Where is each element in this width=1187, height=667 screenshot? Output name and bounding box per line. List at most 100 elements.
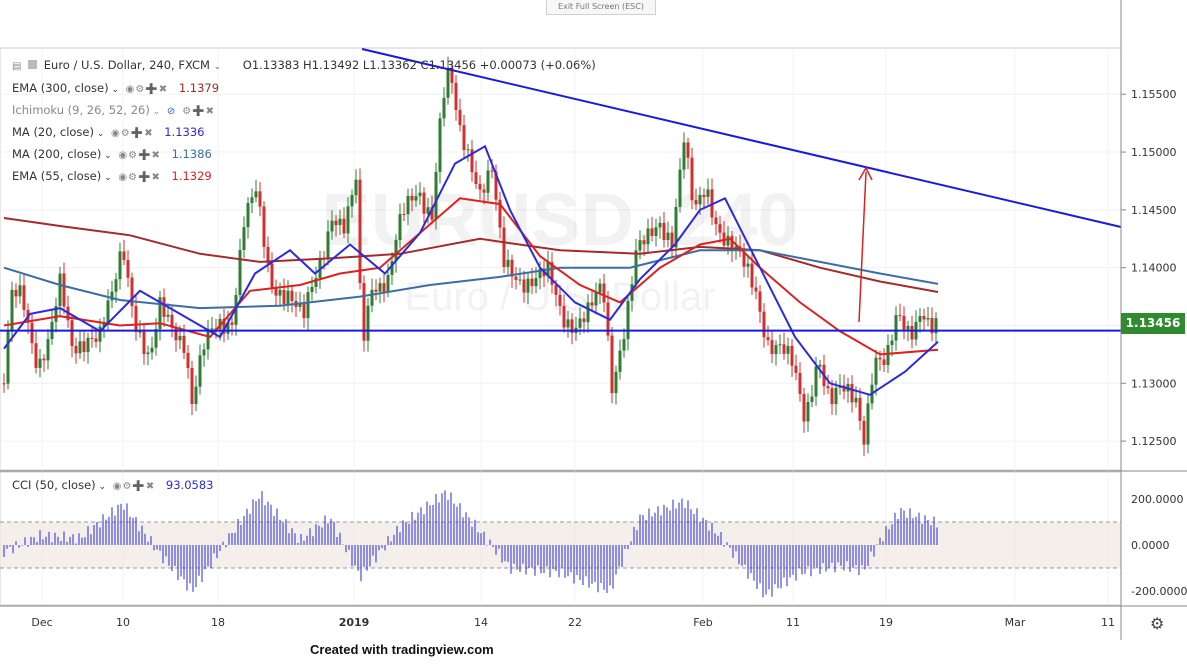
candle-body	[210, 328, 214, 330]
candle-body	[586, 302, 590, 323]
candle-body	[554, 284, 558, 295]
hidden-indicator-icon[interactable]: ⊘	[166, 106, 177, 117]
candle-body	[778, 344, 782, 346]
arrow-head-icon	[858, 166, 873, 181]
chevron-down-icon[interactable]: ⌄	[213, 62, 222, 72]
exit-fullscreen-button[interactable]: Exit Full Screen (ESC)	[546, 0, 656, 15]
candle-body	[782, 344, 786, 354]
candle-body	[806, 402, 810, 422]
candle-body	[186, 352, 190, 368]
candle-body	[562, 305, 566, 328]
candle-body	[658, 222, 662, 228]
candle-body	[270, 263, 274, 288]
chevron-down-icon[interactable]: ⌄	[101, 173, 112, 183]
indicator-label: CCI (50, close)	[12, 478, 96, 492]
candle-body	[438, 118, 442, 172]
candle-body	[862, 420, 866, 445]
candle-body	[486, 170, 490, 193]
candle-body	[366, 305, 370, 341]
candle-body	[826, 386, 830, 389]
candle-body	[814, 366, 818, 397]
candle-body	[38, 358, 42, 368]
candle-body	[102, 323, 106, 327]
candle-body	[202, 349, 206, 356]
candle-body	[114, 279, 118, 292]
candle-body	[106, 300, 110, 324]
indicator-controls-icon[interactable]: ◉⚙➕✖	[125, 84, 169, 95]
candle-body	[222, 318, 226, 334]
price-pane	[0, 47, 1122, 471]
chevron-down-icon[interactable]: ⌄	[93, 129, 105, 139]
candle-body	[410, 195, 414, 201]
candle-body	[790, 345, 794, 366]
candle-body	[246, 203, 250, 228]
collapse-icon[interactable]: ▤	[12, 61, 22, 72]
candle-body	[602, 283, 606, 303]
time-tick-label: 11	[786, 616, 800, 629]
candle-body	[310, 287, 314, 293]
indicator-controls-icon[interactable]: ◉⚙➕✖	[111, 128, 154, 139]
candle-body	[274, 287, 278, 296]
chevron-down-icon[interactable]: ⌄	[149, 107, 161, 117]
indicator-controls-icon[interactable]: ◉⚙➕✖	[118, 172, 161, 183]
indicator-legend-ma20[interactable]: MA (20, close) ⌄ ◉⚙➕✖ 1.1336	[12, 125, 204, 139]
indicator-lines	[3, 144, 939, 396]
candle-body	[522, 279, 526, 293]
indicator-label: EMA (300, close)	[12, 81, 109, 95]
candle-body	[762, 311, 766, 338]
candle-body	[302, 303, 306, 319]
indicator-legend-ichimoku[interactable]: Ichimoku (9, 26, 52, 26) ⌄ ⊘ ⚙➕✖	[12, 103, 218, 117]
indicator-label: EMA (55, close)	[12, 169, 102, 183]
candle-body	[94, 338, 98, 342]
chevron-down-icon[interactable]: ⌄	[108, 85, 119, 95]
candle-body	[178, 335, 182, 341]
candle-body	[354, 179, 358, 196]
candle-body	[466, 149, 470, 151]
time-tick-label: Dec	[31, 616, 52, 629]
candle-body	[330, 220, 334, 232]
cci-legend[interactable]: CCI (50, close) ⌄ ◉⚙➕✖ 93.0583	[12, 478, 213, 492]
indicator-controls-icon[interactable]: ⚙➕✖	[182, 106, 216, 117]
candle-body	[286, 290, 290, 304]
candle-body	[346, 206, 350, 234]
candle-body	[362, 283, 366, 341]
candle-body	[918, 316, 922, 322]
candle-body	[34, 343, 38, 368]
candle-body	[482, 189, 486, 193]
footer: Created with tradingview.com	[0, 640, 1187, 667]
candle-body	[494, 171, 498, 200]
indicator-controls-icon[interactable]: ◉⚙➕✖	[118, 150, 161, 161]
chevron-down-icon[interactable]: ⌄	[101, 151, 112, 161]
candle-body	[582, 318, 586, 323]
ema300-line	[3, 217, 939, 293]
candle-body	[890, 340, 894, 345]
candle-body	[82, 341, 86, 352]
candle-body	[746, 263, 750, 267]
indicator-controls-icon[interactable]: ◉⚙➕✖	[112, 481, 156, 492]
indicator-legend-ema55[interactable]: EMA (55, close) ⌄ ◉⚙➕✖ 1.1329	[12, 169, 212, 183]
candle-body	[810, 396, 814, 402]
time-tick-label: 2019	[339, 616, 370, 629]
candle-body	[130, 277, 134, 307]
axes: 1.155001.150001.145001.140001.135001.130…	[0, 0, 1187, 640]
candle-body	[350, 195, 354, 207]
chevron-down-icon[interactable]: ⌄	[95, 482, 107, 492]
indicator-legend-ema300[interactable]: EMA (300, close) ⌄ ◉⚙➕✖ 1.1379	[12, 81, 219, 95]
price-tick-label: 1.14500	[1131, 204, 1177, 217]
candle-body	[462, 125, 466, 150]
symbol-legend: ▤ Euro / U.S. Dollar, 240, FXCM ⌄ O1.133…	[12, 58, 596, 72]
candle-body	[390, 261, 394, 275]
indicator-legend-ma200[interactable]: MA (200, close) ⌄ ◉⚙➕✖ 1.1386	[12, 147, 212, 161]
candle-body	[54, 306, 58, 322]
candle-body	[566, 319, 570, 328]
time-tick-label: 18	[211, 616, 225, 629]
gear-icon[interactable]: ⚙	[1150, 614, 1165, 633]
candle-body	[358, 179, 362, 283]
candle-body	[610, 335, 614, 394]
candle-body	[758, 291, 762, 312]
candle-body	[850, 384, 854, 403]
candle-body	[30, 322, 34, 344]
candle-body	[194, 386, 198, 404]
candle-body	[110, 291, 114, 301]
